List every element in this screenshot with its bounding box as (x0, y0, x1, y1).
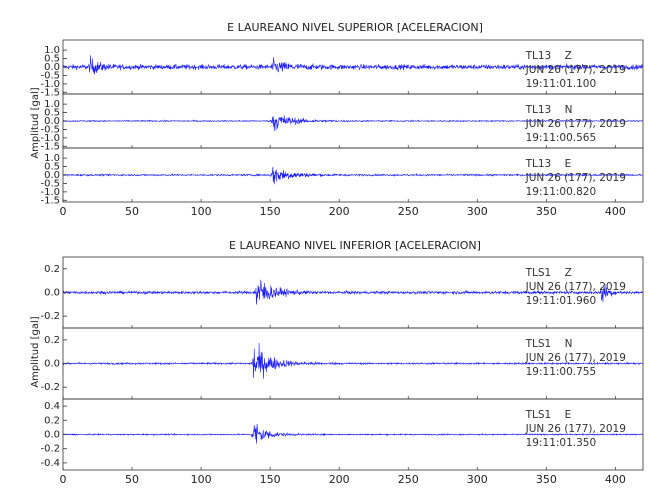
chart-title-bottom: E LAUREANO NIVEL INFERIOR [ACELERACION] (229, 239, 481, 252)
station-label-1-0: TLS1 (525, 267, 552, 279)
x-tick-label-1-4: 200 (329, 473, 350, 486)
date-label-0-2: JUN 26 (177), 2019 (525, 172, 626, 184)
station-label-1-1: TLS1 (525, 338, 552, 350)
y-tick-label-0-0-4: -1.0 (40, 79, 60, 90)
waveform-0-2 (62, 166, 644, 185)
ylabel-bottom: Amplitud [gal] (30, 316, 41, 387)
date-label-1-2: JUN 26 (177), 2019 (525, 423, 626, 435)
y-tick-label-0-1-5: -1.5 (40, 141, 60, 152)
x-tick-label-1-3: 150 (260, 473, 281, 486)
x-tick-label-1-0: 0 (60, 473, 67, 486)
component-label-0-1: N (565, 104, 573, 116)
y-tick-label-0-0-1: 0.5 (44, 54, 60, 65)
x-tick-label-0-0: 0 (60, 205, 67, 218)
time-label-1-0: 19:11:01.960 (526, 295, 597, 307)
station-label-0-2: TL13 (525, 158, 552, 170)
y-tick-label-0-1-4: -1.0 (40, 133, 60, 144)
x-tick-label-1-1: 50 (125, 473, 139, 486)
x-tick-label-0-3: 150 (260, 205, 281, 218)
date-label-0-1: JUN 26 (177), 2019 (525, 118, 626, 130)
chart-bottom: 0.2 0.0 -0.2 TLS1 Z JUN 26 (177), 2019 19:11:0… (40, 256, 644, 486)
time-label-0-0: 19:11:01.100 (526, 78, 597, 90)
x-tick-label-1-5: 250 (398, 473, 419, 486)
y-tick-label-0-0-3: -0.5 (40, 70, 60, 81)
x-tick-label-1-7: 350 (536, 473, 557, 486)
x-tick-label-1-6: 300 (467, 473, 488, 486)
y-tick-label-1-1-1: 0.0 (44, 359, 60, 370)
date-label-1-1: JUN 26 (177), 2019 (525, 352, 626, 364)
ylabel-top: Amplitud [gal] (30, 87, 41, 158)
y-tick-label-0-2-4: -1.0 (40, 187, 60, 198)
x-tick-label-1-2: 100 (191, 473, 212, 486)
component-label-1-2: E (565, 409, 572, 421)
time-label-0-1: 19:11:00.565 (526, 132, 597, 144)
y-tick-label-1-2-3: -0.2 (40, 444, 60, 455)
y-tick-label-0-2-1: 0.5 (44, 162, 60, 173)
waveform-1-2 (62, 424, 644, 444)
x-tick-label-1-8: 400 (605, 473, 626, 486)
y-tick-label-0-2-5: -1.5 (40, 195, 60, 206)
date-label-1-0: JUN 26 (177), 2019 (525, 281, 626, 293)
y-tick-label-1-0-2: -0.2 (40, 311, 60, 322)
y-tick-label-0-1-0: 1.0 (44, 99, 60, 110)
y-tick-label-1-2-0: 0.4 (44, 401, 60, 412)
y-tick-label-1-2-2: 0.0 (44, 430, 60, 441)
y-tick-label-0-1-1: 0.5 (44, 108, 60, 119)
y-tick-label-1-2-1: 0.2 (44, 415, 60, 426)
y-tick-label-0-0-5: -1.5 (40, 87, 60, 98)
time-label-1-1: 19:11:00.755 (526, 366, 597, 378)
station-label-0-0: TL13 (525, 50, 552, 62)
x-tick-label-0-8: 400 (605, 205, 626, 218)
y-tick-label-1-0-0: 0.2 (44, 264, 60, 275)
y-tick-label-0-2-2: 0.0 (44, 170, 60, 181)
y-tick-label-0-0-0: 1.0 (44, 45, 60, 56)
station-label-0-1: TL13 (525, 104, 552, 116)
y-tick-label-0-2-3: -0.5 (40, 178, 60, 189)
waveform-1-1 (62, 343, 644, 379)
waveform-0-0 (62, 55, 644, 75)
waveform-1-0 (62, 279, 644, 305)
y-tick-label-0-2-0: 1.0 (44, 153, 60, 164)
time-label-0-2: 19:11:00.820 (526, 186, 597, 198)
date-label-0-0: JUN 26 (177), 2019 (525, 64, 626, 76)
component-label-1-1: N (565, 338, 573, 350)
y-tick-label-0-1-3: -0.5 (40, 124, 60, 135)
component-label-1-0: Z (565, 267, 572, 279)
station-label-1-2: TLS1 (525, 409, 552, 421)
waveform-0-1 (62, 115, 644, 131)
chart-title-top: E LAUREANO NIVEL SUPERIOR [ACELERACION] (227, 21, 483, 34)
y-tick-label-1-1-2: -0.2 (40, 382, 60, 393)
y-tick-label-1-0-1: 0.0 (44, 288, 60, 299)
time-label-1-2: 19:11:01.350 (526, 437, 597, 449)
x-tick-label-0-4: 200 (329, 205, 350, 218)
x-tick-label-0-5: 250 (398, 205, 419, 218)
x-tick-label-0-1: 50 (125, 205, 139, 218)
x-tick-label-0-2: 100 (191, 205, 212, 218)
y-tick-label-0-1-2: 0.0 (44, 116, 60, 127)
y-tick-label-1-1-0: 0.2 (44, 335, 60, 346)
x-tick-label-0-7: 350 (536, 205, 557, 218)
y-tick-label-0-0-2: 0.0 (44, 62, 60, 73)
y-tick-label-1-2-4: -0.4 (40, 458, 60, 469)
component-label-0-0: Z (565, 50, 572, 62)
x-tick-label-0-6: 300 (467, 205, 488, 218)
component-label-0-2: E (565, 158, 572, 170)
